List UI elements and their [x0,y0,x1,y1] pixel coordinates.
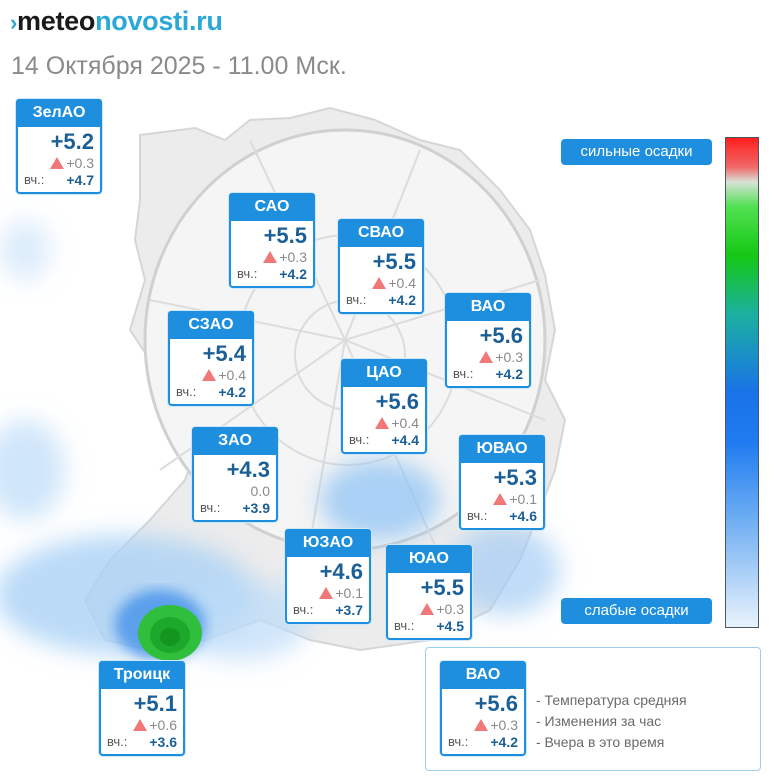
temperature: +4.3 [226,457,270,482]
datetime: 14 Октября 2025 - 11.00 Мск. [11,52,347,80]
hourly-change: +0.6 [101,717,183,733]
yesterday-row: вч.: +3.7 [293,602,363,618]
up-triangle-icon [493,493,508,505]
district-card-zelao: ЗелАО +5.2 +0.3 вч.: +4.7 [16,99,102,194]
yesterday-row: вч.: +4.2 [453,366,523,382]
district-name: САО [229,193,315,221]
legend-item-yesterday: - Вчера в это время [536,734,665,750]
temperature: +5.5 [420,575,464,600]
up-triangle-icon [202,369,217,381]
legend-box: ВАО +5.6 +0.3 вч.: +4.2 - Температура сре… [425,647,761,771]
hourly-change: +0.4 [340,275,422,291]
legend-item-temperature: - Температура средняя [536,692,687,708]
temperature: +4.6 [319,559,363,584]
district-card-vao: ВАО +5.6 +0.3 вч.: +4.2 [445,293,531,388]
district-card-szao: СЗАО +5.4 +0.4 вч.: +4.2 [168,311,254,406]
up-triangle-icon [474,719,489,731]
hourly-change: +0.4 [170,367,252,383]
scale-top-label: сильные осадки [561,139,712,165]
up-triangle-icon [263,251,278,263]
district-name: ЗелАО [16,99,102,127]
hourly-change: +0.3 [18,155,100,171]
up-triangle-icon [319,587,334,599]
precipitation-scale [725,137,759,628]
district-card-zao: ЗАО +4.3 0.0 вч.: +3.9 [192,427,278,522]
up-triangle-icon [479,351,494,363]
temperature: +5.1 [133,691,177,716]
logo-mark-icon: › [10,10,18,35]
district-card-uao: ЮАО +5.5 +0.3 вч.: +4.5 [386,545,472,640]
yesterday-row: вч.: +4.6 [467,508,537,524]
yesterday-row: вч.: +3.9 [200,500,270,516]
up-triangle-icon [375,417,390,429]
district-card-cao: ЦАО +5.6 +0.4 вч.: +4.4 [341,359,427,454]
hourly-change: +0.4 [343,415,425,431]
up-triangle-icon [50,157,65,169]
yesterday-row: вч.: +4.2 [346,292,416,308]
district-card-uvao: ЮВАО +5.3 +0.1 вч.: +4.6 [459,435,545,530]
hourly-change: +0.3 [447,349,529,365]
hourly-change: +0.1 [287,585,369,601]
district-name: ВАО [440,661,526,689]
temperature: +5.6 [479,323,523,348]
district-name: СВАО [338,219,424,247]
legend-sample-card: ВАО +5.6 +0.3 вч.: +4.2 [440,661,526,756]
temperature: +5.6 [474,691,518,716]
legend-item-change: - Изменения за час [536,713,662,729]
site-logo: ›meteonovosti.ru [10,6,223,36]
district-name: Троицк [99,661,185,689]
hourly-change: 0.0 [250,483,270,499]
yesterday-row: вч.: +4.2 [237,266,307,282]
yesterday-row: вч.: +4.2 [448,734,518,750]
district-card-uzao: ЮЗАО +4.6 +0.1 вч.: +3.7 [285,529,371,624]
temperature: +5.6 [375,389,419,414]
temperature: +5.5 [372,249,416,274]
scale-bottom-label: слабые осадки [561,598,712,624]
temperature: +5.4 [202,341,246,366]
temperature: +5.2 [50,129,94,154]
district-name: ЦАО [341,359,427,387]
hourly-change: +0.3 [388,601,470,617]
district-name: ЗАО [192,427,278,455]
hourly-change: +0.3 [231,249,313,265]
temperature: +5.5 [263,223,307,248]
district-name: ВАО [445,293,531,321]
yesterday-row: вч.: +4.7 [24,172,94,188]
yesterday-row: вч.: +3.6 [107,734,177,750]
district-name: ЮЗАО [285,529,371,557]
hourly-change: +0.1 [461,491,543,507]
temperature: +5.3 [493,465,537,490]
district-name: СЗАО [168,311,254,339]
up-triangle-icon [133,719,148,731]
district-card-sao: САО +5.5 +0.3 вч.: +4.2 [229,193,315,288]
up-triangle-icon [420,603,435,615]
district-name: ЮАО [386,545,472,573]
district-name: ЮВАО [459,435,545,463]
district-card-troick: Троицк +5.1 +0.6 вч.: +3.6 [99,661,185,756]
yesterday-row: вч.: +4.5 [394,618,464,634]
district-card-svao: СВАО +5.5 +0.4 вч.: +4.2 [338,219,424,314]
up-triangle-icon [372,277,387,289]
yesterday-row: вч.: +4.2 [176,384,246,400]
hourly-change: +0.3 [442,717,524,733]
yesterday-row: вч.: +4.4 [349,432,419,448]
